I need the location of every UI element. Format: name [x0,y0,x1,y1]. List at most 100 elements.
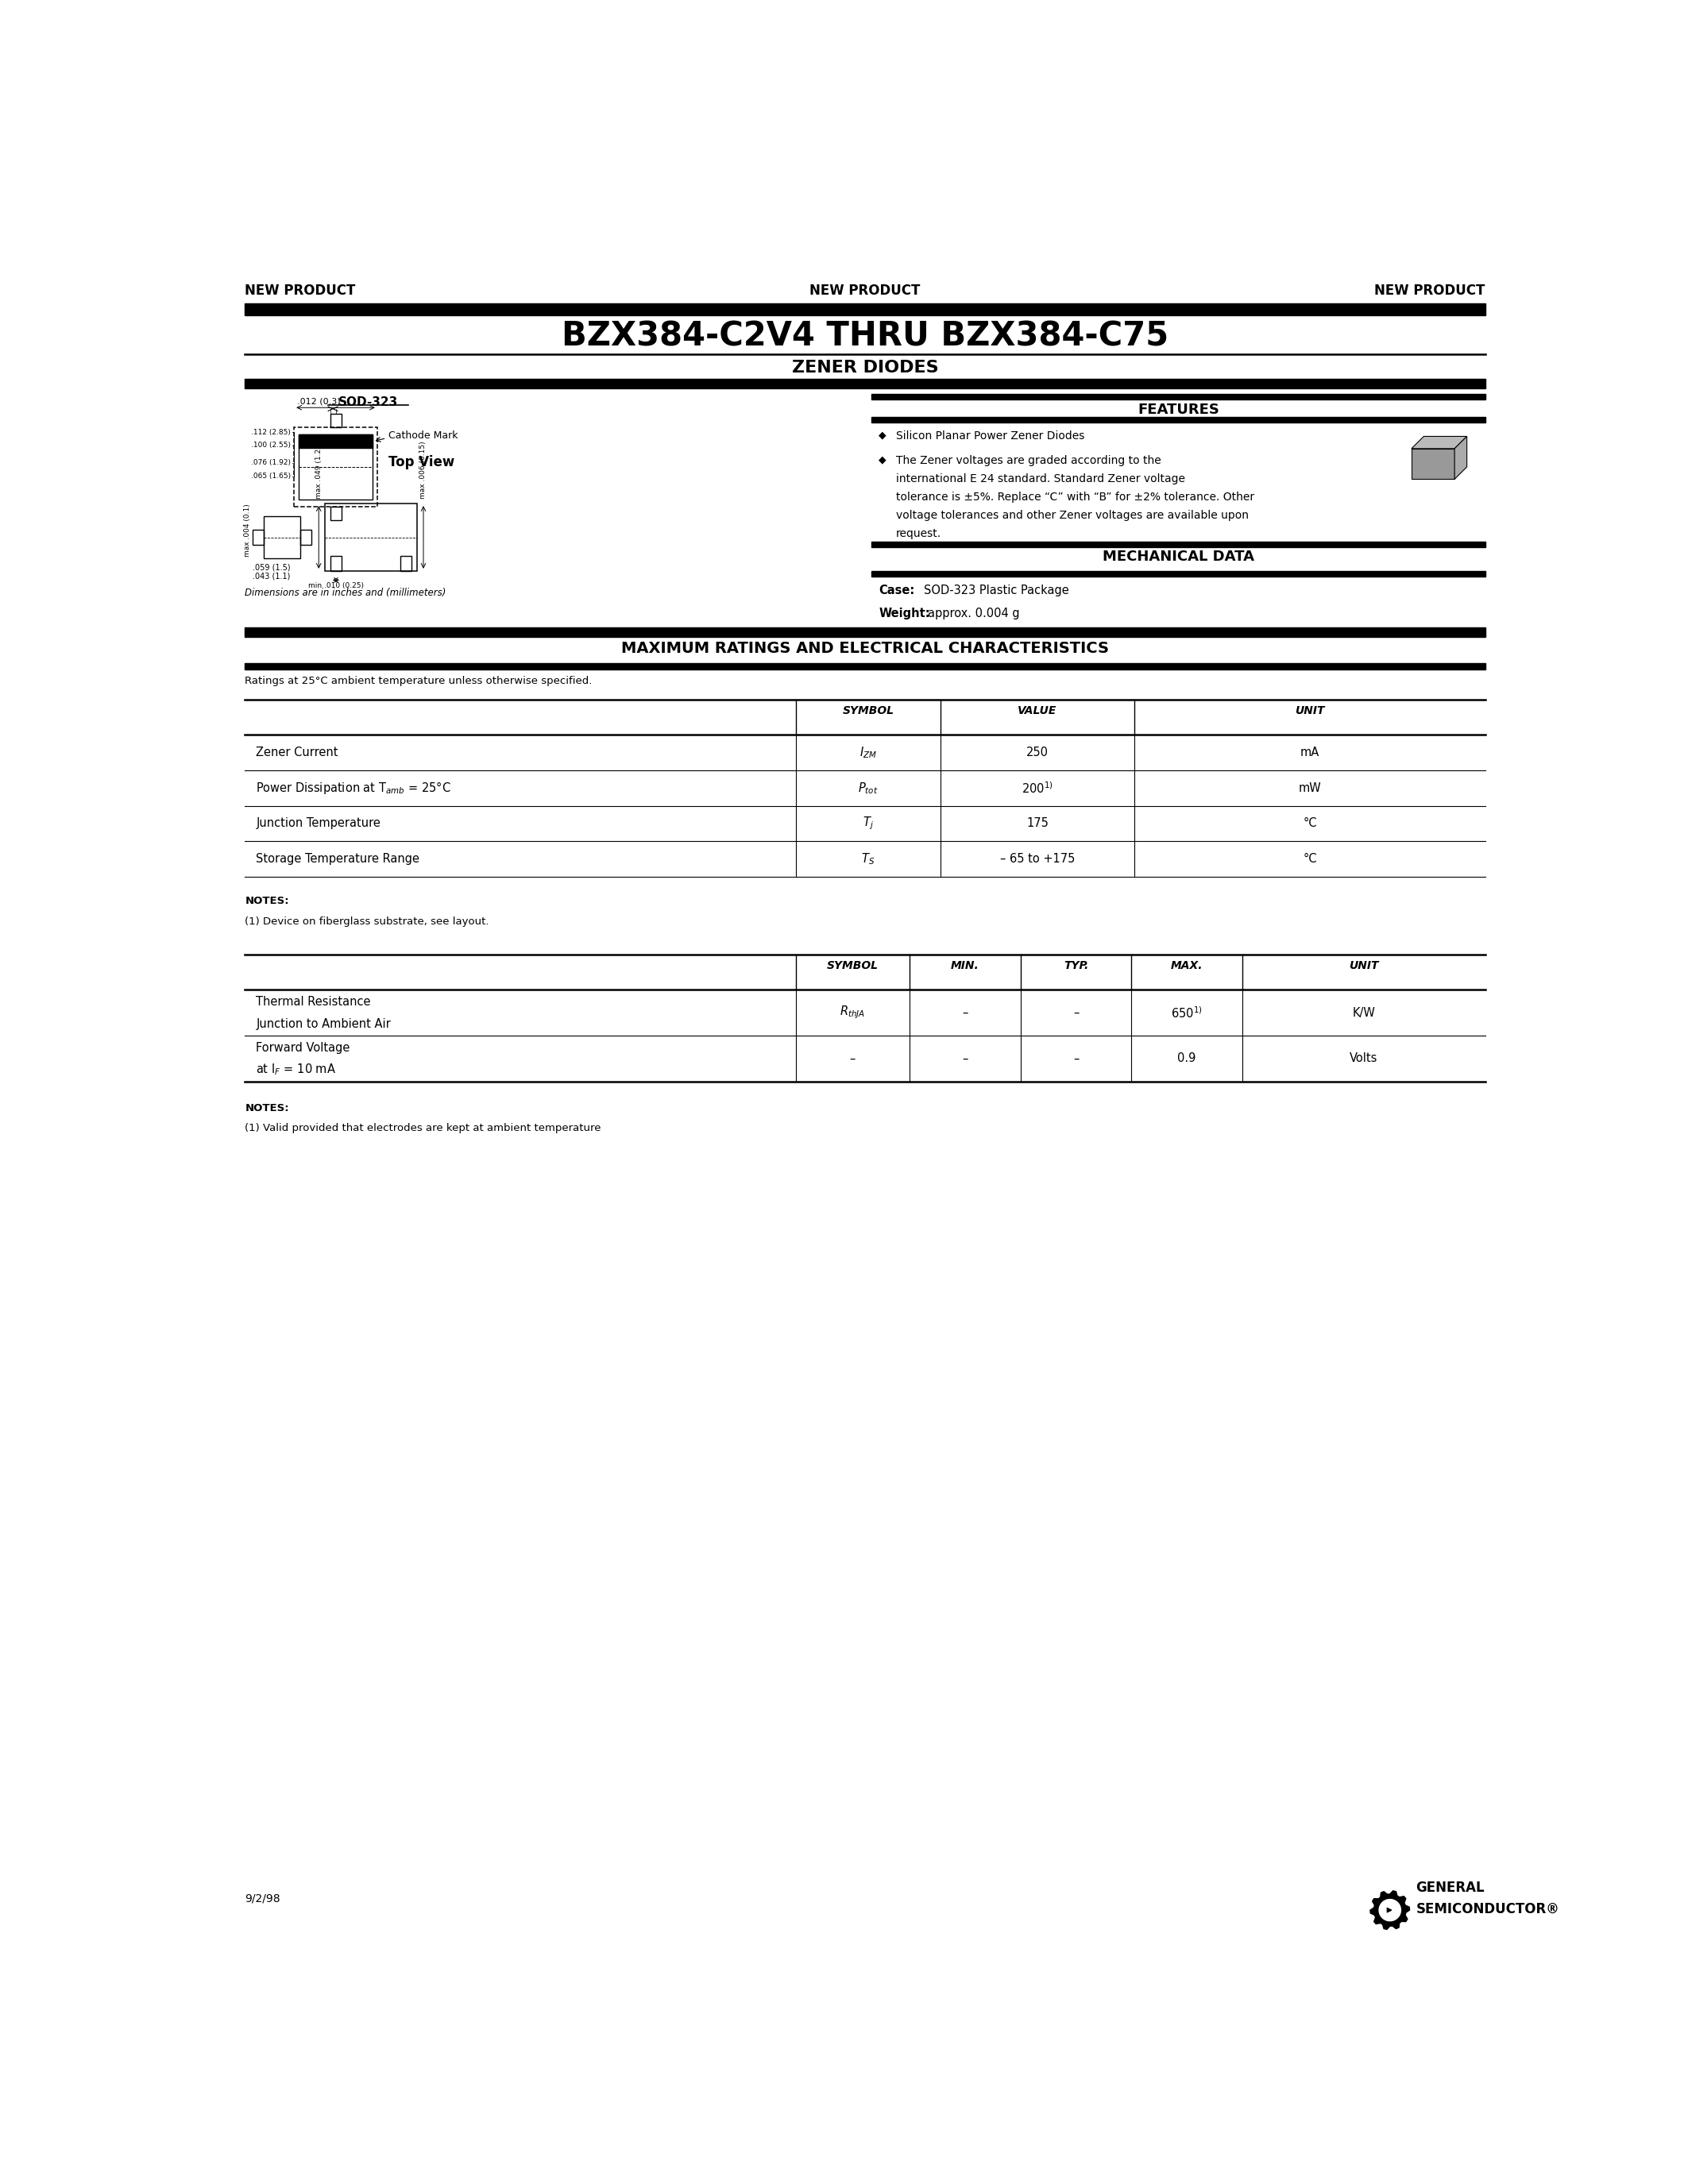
Bar [871,393,1485,400]
Text: (1) Valid provided that electrodes are kept at ambient temperature: (1) Valid provided that electrodes are k… [245,1123,601,1133]
Text: NEW PRODUCT: NEW PRODUCT [245,284,356,297]
Text: Weight:: Weight: [879,607,930,620]
Text: 9/2/98: 9/2/98 [245,1894,280,1904]
Bar [331,555,341,570]
Polygon shape [1371,1891,1409,1928]
Bar [331,507,341,520]
Bar [263,515,300,559]
Text: NEW PRODUCT: NEW PRODUCT [1374,284,1485,297]
Text: UNIT: UNIT [1295,705,1325,716]
Bar [245,664,1485,668]
Bar [245,378,1485,389]
Text: approx. 0.004 g: approx. 0.004 g [928,607,1020,620]
Text: °C: °C [1303,817,1317,830]
Text: –: – [849,1053,856,1064]
Text: SYMBOL: SYMBOL [827,961,878,972]
Text: NOTES:: NOTES: [245,895,289,906]
Text: international E 24 standard. Standard Zener voltage: international E 24 standard. Standard Ze… [896,474,1185,485]
Text: Zener Current: Zener Current [257,747,338,758]
Text: ◆: ◆ [879,454,886,465]
Bar [400,555,412,570]
Text: request.: request. [896,529,942,539]
Text: T$_S$: T$_S$ [861,852,874,867]
Polygon shape [1411,437,1467,448]
Bar [299,435,373,500]
Text: SYMBOL: SYMBOL [842,705,895,716]
Text: T$_j$: T$_j$ [863,815,874,832]
Text: The Zener voltages are graded according to the: The Zener voltages are graded according … [896,454,1161,465]
Text: MAXIMUM RATINGS AND ELECTRICAL CHARACTERISTICS: MAXIMUM RATINGS AND ELECTRICAL CHARACTER… [621,640,1109,655]
Text: .059 (1.5): .059 (1.5) [252,563,290,572]
Bar [871,542,1485,548]
Text: NEW PRODUCT: NEW PRODUCT [810,284,920,297]
Text: I$_{ZM}$: I$_{ZM}$ [859,745,878,760]
Text: FEATURES: FEATURES [1138,402,1219,417]
Bar [245,304,1485,314]
Text: MAX.: MAX. [1171,961,1204,972]
Text: Volts: Volts [1350,1053,1377,1064]
Text: GENERAL: GENERAL [1416,1880,1484,1896]
Text: UNIT: UNIT [1349,961,1379,972]
Text: .043 (1.1): .043 (1.1) [252,572,290,581]
Text: .065 (1.65): .065 (1.65) [252,472,290,480]
Text: R$_{thJA}$: R$_{thJA}$ [841,1005,866,1020]
Text: –: – [962,1007,969,1018]
Text: TYP.: TYP. [1063,961,1089,972]
Text: Storage Temperature Range: Storage Temperature Range [257,854,420,865]
Bar [300,531,311,546]
Polygon shape [1455,437,1467,478]
Text: Silicon Planar Power Zener Diodes: Silicon Planar Power Zener Diodes [896,430,1084,441]
Text: max .006 (0.15): max .006 (0.15) [420,441,427,498]
Text: ZENER DIODES: ZENER DIODES [792,360,939,376]
Text: Case:: Case: [879,585,915,596]
Text: 650$^{1)}$: 650$^{1)}$ [1171,1005,1202,1020]
Text: 175: 175 [1026,817,1048,830]
Text: MECHANICAL DATA: MECHANICAL DATA [1102,550,1254,563]
Text: Junction Temperature: Junction Temperature [257,817,380,830]
Text: SEMICONDUCTOR®: SEMICONDUCTOR® [1416,1902,1560,1915]
Text: –: – [1074,1053,1079,1064]
Text: Cathode Mark: Cathode Mark [388,430,457,441]
Text: voltage tolerances and other Zener voltages are available upon: voltage tolerances and other Zener volta… [896,509,1249,520]
Text: .012 (0.3): .012 (0.3) [297,397,341,406]
Polygon shape [1379,1900,1401,1922]
Text: K/W: K/W [1352,1007,1376,1018]
Text: min .010 (0.25): min .010 (0.25) [309,581,365,590]
Text: Top View: Top View [388,454,454,470]
Bar [252,531,263,546]
Text: Dimensions are in inches and (millimeters): Dimensions are in inches and (millimeter… [245,587,446,598]
Text: Junction to Ambient Air: Junction to Ambient Air [257,1018,392,1029]
Text: –: – [1074,1007,1079,1018]
Text: P$_{tot}$: P$_{tot}$ [858,780,878,795]
Bar [1411,448,1455,478]
Text: tolerance is ±5%. Replace “C” with “B” for ±2% tolerance. Other: tolerance is ±5%. Replace “C” with “B” f… [896,491,1254,502]
Text: SOD-323 Plastic Package: SOD-323 Plastic Package [923,585,1069,596]
Text: Forward Voltage: Forward Voltage [257,1042,349,1053]
Bar [331,413,341,428]
Text: .100 (2.55): .100 (2.55) [252,441,290,450]
Bar [871,572,1485,577]
Text: 0.9: 0.9 [1178,1053,1197,1064]
Text: Ratings at 25°C ambient temperature unless otherwise specified.: Ratings at 25°C ambient temperature unle… [245,677,592,686]
Text: ◆: ◆ [879,430,886,441]
Bar [324,505,417,570]
Text: Thermal Resistance: Thermal Resistance [257,996,371,1007]
Text: (1) Device on fiberglass substrate, see layout.: (1) Device on fiberglass substrate, see … [245,917,490,926]
Bar [294,428,376,507]
Text: –: – [962,1053,969,1064]
Text: max .004 (0.1): max .004 (0.1) [243,505,252,557]
Text: 200$^{1)}$: 200$^{1)}$ [1021,780,1053,795]
Text: – 65 to +175: – 65 to +175 [999,854,1075,865]
Text: max .049 (1.25): max .049 (1.25) [316,441,322,498]
Text: VALUE: VALUE [1018,705,1057,716]
Text: mA: mA [1300,747,1320,758]
Text: at I$_F$ = 10 mA: at I$_F$ = 10 mA [257,1061,336,1077]
Bar [245,627,1485,638]
Text: 250: 250 [1026,747,1048,758]
Bar [299,435,373,448]
Text: SOD-323: SOD-323 [338,397,398,408]
Text: MIN.: MIN. [950,961,979,972]
Bar [871,417,1485,424]
Text: BZX384-C2V4 THRU BZX384-C75: BZX384-C2V4 THRU BZX384-C75 [562,319,1168,354]
Text: NOTES:: NOTES: [245,1103,289,1114]
